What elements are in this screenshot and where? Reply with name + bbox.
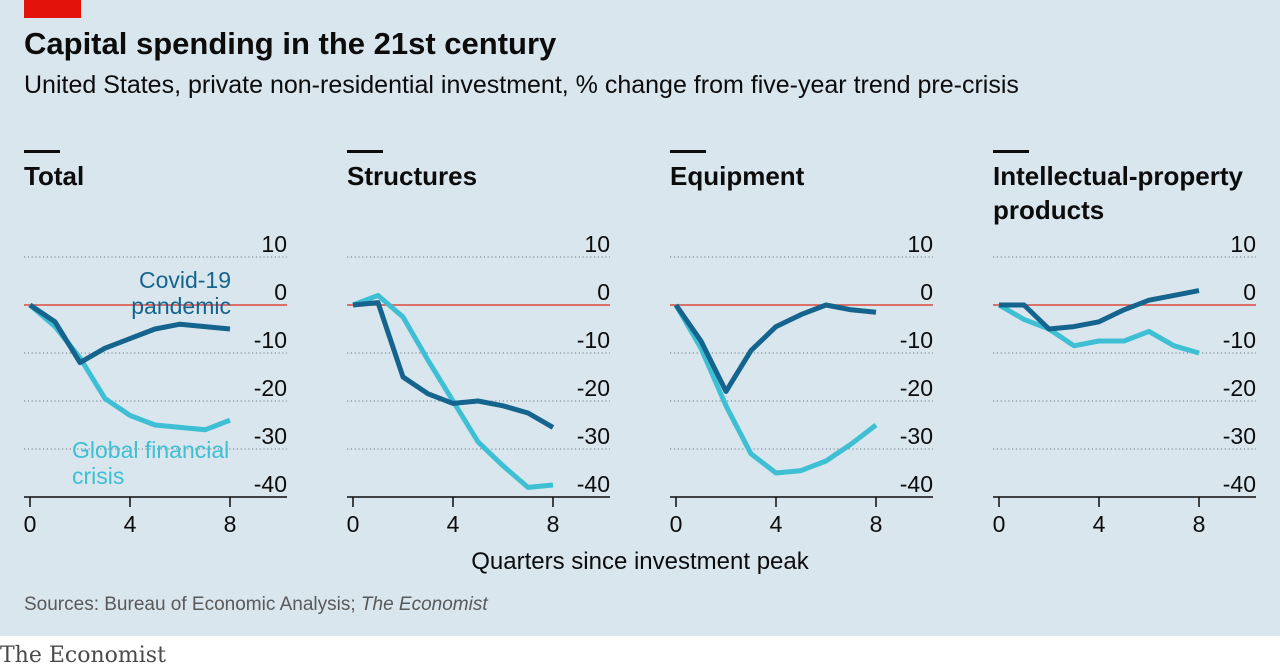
- panel-title: Total: [24, 161, 84, 191]
- x-tick-label: 0: [670, 511, 683, 537]
- y-tick-label: 0: [597, 279, 610, 305]
- x-tick-label: 8: [870, 511, 883, 537]
- series-line-covid: [999, 288, 1200, 332]
- y-tick-label: -10: [254, 327, 287, 353]
- y-tick-label: 0: [274, 279, 287, 305]
- chart-subtitle: United States, private non-residential i…: [24, 71, 1019, 99]
- series-line-gfc: [997, 302, 1200, 356]
- x-tick-label: 4: [447, 511, 460, 537]
- y-tick-label: -30: [1223, 423, 1256, 449]
- y-tick-label: 10: [907, 231, 933, 257]
- y-tick-label: -40: [254, 471, 287, 497]
- x-tick-label: 0: [993, 511, 1006, 537]
- source-prefix: Sources: Bureau of Economic Analysis;: [24, 594, 361, 615]
- series-line-covid: [673, 302, 877, 394]
- y-tick-label: -10: [1223, 327, 1256, 353]
- brand-red-tag: [24, 0, 81, 18]
- chart-panel: [0, 0, 1280, 636]
- series-line-gfc: [673, 303, 878, 476]
- series-line-covid: [352, 300, 555, 430]
- x-tick-label: 4: [124, 511, 137, 537]
- brand-logo-text: The Economist: [0, 643, 166, 668]
- y-tick-label: -30: [577, 423, 610, 449]
- y-tick-label: -10: [577, 327, 610, 353]
- y-tick-label: -20: [577, 375, 610, 401]
- panel-title-rule: [24, 150, 60, 153]
- y-tick-label: 0: [920, 279, 933, 305]
- panel-title: Structures: [347, 161, 477, 191]
- x-tick-label: 4: [770, 511, 783, 537]
- series-line-covid: [28, 302, 231, 366]
- panel-title-rule: [993, 150, 1029, 153]
- y-tick-label: -40: [577, 471, 610, 497]
- y-tick-label: 10: [584, 231, 610, 257]
- panel-title: products: [993, 195, 1104, 225]
- chart-title: Capital spending in the 21st century: [24, 26, 557, 61]
- y-tick-label: -10: [900, 327, 933, 353]
- x-tick-label: 4: [1093, 511, 1106, 537]
- panel-title-rule: [347, 150, 383, 153]
- chart-panel-3: Equipment 10 0 -10 -20 -30 -40 0 4 8: [670, 150, 933, 537]
- panel-title: Equipment: [670, 161, 805, 191]
- x-tick-label: 8: [224, 511, 237, 537]
- panel-title: Intellectual-property: [993, 161, 1243, 191]
- x-tick-label: 8: [1193, 511, 1206, 537]
- source-note: Sources: Bureau of Economic Analysis; Th…: [24, 594, 488, 616]
- x-tick-label: 0: [347, 511, 360, 537]
- y-tick-label: 0: [1243, 279, 1256, 305]
- gfc-series-label: crisis: [72, 463, 124, 489]
- y-tick-label: 10: [261, 231, 287, 257]
- x-tick-label: 0: [24, 511, 37, 537]
- covid-series-label: pandemic: [131, 293, 231, 319]
- covid-series-label: Covid-19: [139, 267, 231, 293]
- y-tick-label: -40: [1223, 471, 1256, 497]
- x-tick-label: 8: [547, 511, 560, 537]
- y-tick-label: -20: [254, 375, 287, 401]
- chart-panel-4: Intellectual-property products 10 0 -10 -20 -3…: [993, 150, 1256, 537]
- y-tick-label: -40: [900, 471, 933, 497]
- y-tick-label: -20: [900, 375, 933, 401]
- panel-title-rule: [670, 150, 706, 153]
- gfc-series-label: Global financial: [72, 437, 229, 463]
- source-italic: The Economist: [360, 594, 488, 615]
- y-tick-label: -30: [900, 423, 933, 449]
- y-tick-label: 10: [1230, 231, 1256, 257]
- y-tick-label: -20: [1223, 375, 1256, 401]
- x-axis-title: Quarters since investment peak: [471, 548, 809, 575]
- chart-panel-2: Structures 10 0 -10 -20 -30 -40 0 4 8: [347, 150, 610, 537]
- y-tick-label: -30: [254, 423, 287, 449]
